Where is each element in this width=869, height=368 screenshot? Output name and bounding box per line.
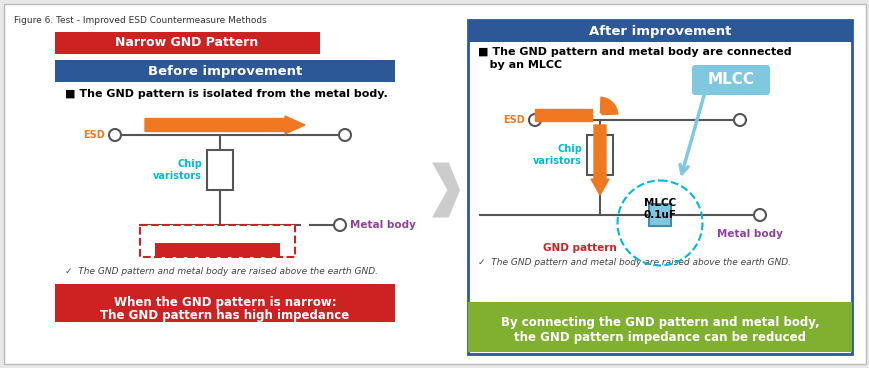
Text: ESD: ESD — [83, 130, 105, 140]
FancyBboxPatch shape — [587, 135, 613, 175]
Polygon shape — [432, 163, 460, 217]
FancyBboxPatch shape — [468, 302, 851, 352]
Text: GND pattern: GND pattern — [542, 243, 616, 253]
Circle shape — [109, 129, 121, 141]
FancyBboxPatch shape — [140, 225, 295, 257]
Text: After improvement: After improvement — [588, 25, 730, 38]
FancyArrow shape — [534, 109, 591, 121]
Text: The GND pattern has high impedance: The GND pattern has high impedance — [100, 309, 349, 322]
FancyBboxPatch shape — [155, 243, 280, 257]
Text: Chip
varistors: Chip varistors — [533, 144, 581, 166]
FancyBboxPatch shape — [4, 4, 865, 364]
FancyBboxPatch shape — [55, 60, 395, 82]
FancyBboxPatch shape — [55, 32, 320, 54]
Text: ■ The GND pattern is isolated from the metal body.: ■ The GND pattern is isolated from the m… — [65, 89, 388, 99]
Text: ✓  The GND pattern and metal body are raised above the earth GND.: ✓ The GND pattern and metal body are rai… — [477, 258, 790, 267]
Circle shape — [753, 209, 765, 221]
FancyBboxPatch shape — [468, 20, 851, 42]
FancyBboxPatch shape — [468, 20, 851, 354]
Text: ■ The GND pattern and metal body are connected: ■ The GND pattern and metal body are con… — [477, 47, 791, 57]
Text: Metal body: Metal body — [716, 229, 782, 239]
FancyBboxPatch shape — [55, 284, 395, 322]
Circle shape — [339, 129, 350, 141]
FancyBboxPatch shape — [648, 204, 670, 226]
Text: Narrow GND Pattern: Narrow GND Pattern — [116, 36, 258, 50]
Text: High impedance: High impedance — [176, 245, 259, 255]
Text: MLCC
0.1uF: MLCC 0.1uF — [643, 198, 676, 220]
Circle shape — [334, 219, 346, 231]
Text: Before improvement: Before improvement — [148, 64, 302, 78]
Circle shape — [528, 114, 541, 126]
Text: Figure 6. Test - Improved ESD Countermeasure Methods: Figure 6. Test - Improved ESD Countermea… — [14, 16, 267, 25]
FancyBboxPatch shape — [207, 150, 233, 190]
FancyArrow shape — [145, 116, 305, 134]
Text: By connecting the GND pattern and metal body,: By connecting the GND pattern and metal … — [501, 316, 819, 329]
FancyArrow shape — [590, 125, 608, 195]
Text: GND pattern: GND pattern — [181, 231, 255, 241]
Text: MLCC: MLCC — [706, 72, 753, 88]
Text: ✓  The GND pattern and metal body are raised above the earth GND.: ✓ The GND pattern and metal body are rai… — [65, 267, 377, 276]
Text: ESD: ESD — [502, 115, 524, 125]
FancyBboxPatch shape — [691, 65, 769, 95]
Text: Chip
varistors: Chip varistors — [153, 159, 202, 181]
Text: by an MLCC: by an MLCC — [477, 60, 561, 70]
Circle shape — [733, 114, 745, 126]
Text: the GND pattern impedance can be reduced: the GND pattern impedance can be reduced — [514, 331, 805, 344]
Text: Metal body: Metal body — [349, 220, 415, 230]
Text: When the GND pattern is narrow:: When the GND pattern is narrow: — [114, 296, 336, 309]
